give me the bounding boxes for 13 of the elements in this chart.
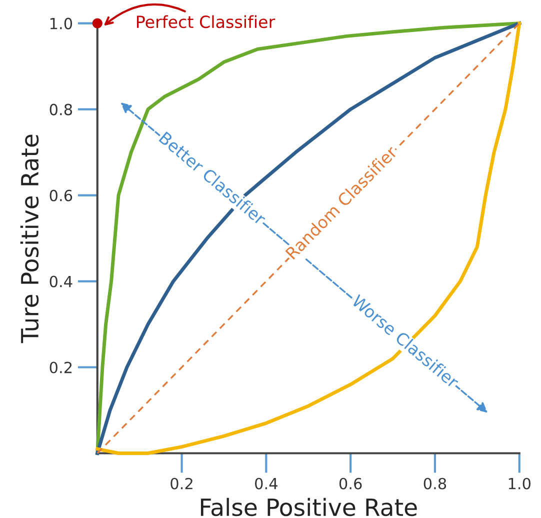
y-tick-label: 0.6 <box>50 190 72 202</box>
x-tick-label: 0.8 <box>424 478 446 490</box>
x-tick-label: 0.6 <box>339 478 362 490</box>
x-tick-label: 1.0 <box>508 478 530 490</box>
x-axis-title: False Positive Rate <box>200 498 417 516</box>
y-tick-label: 1.0 <box>50 18 72 30</box>
y-axis-title: Ture Positive Rate <box>20 134 39 344</box>
y-tick-label: 0.4 <box>50 276 72 288</box>
y-tick-label: 0.2 <box>50 362 72 374</box>
x-tick-label: 0.4 <box>255 478 278 490</box>
y-tick-label: 0.8 <box>50 104 72 116</box>
annotation: Perfect Classifier <box>136 15 276 28</box>
x-tick-label: 0.2 <box>170 478 192 490</box>
